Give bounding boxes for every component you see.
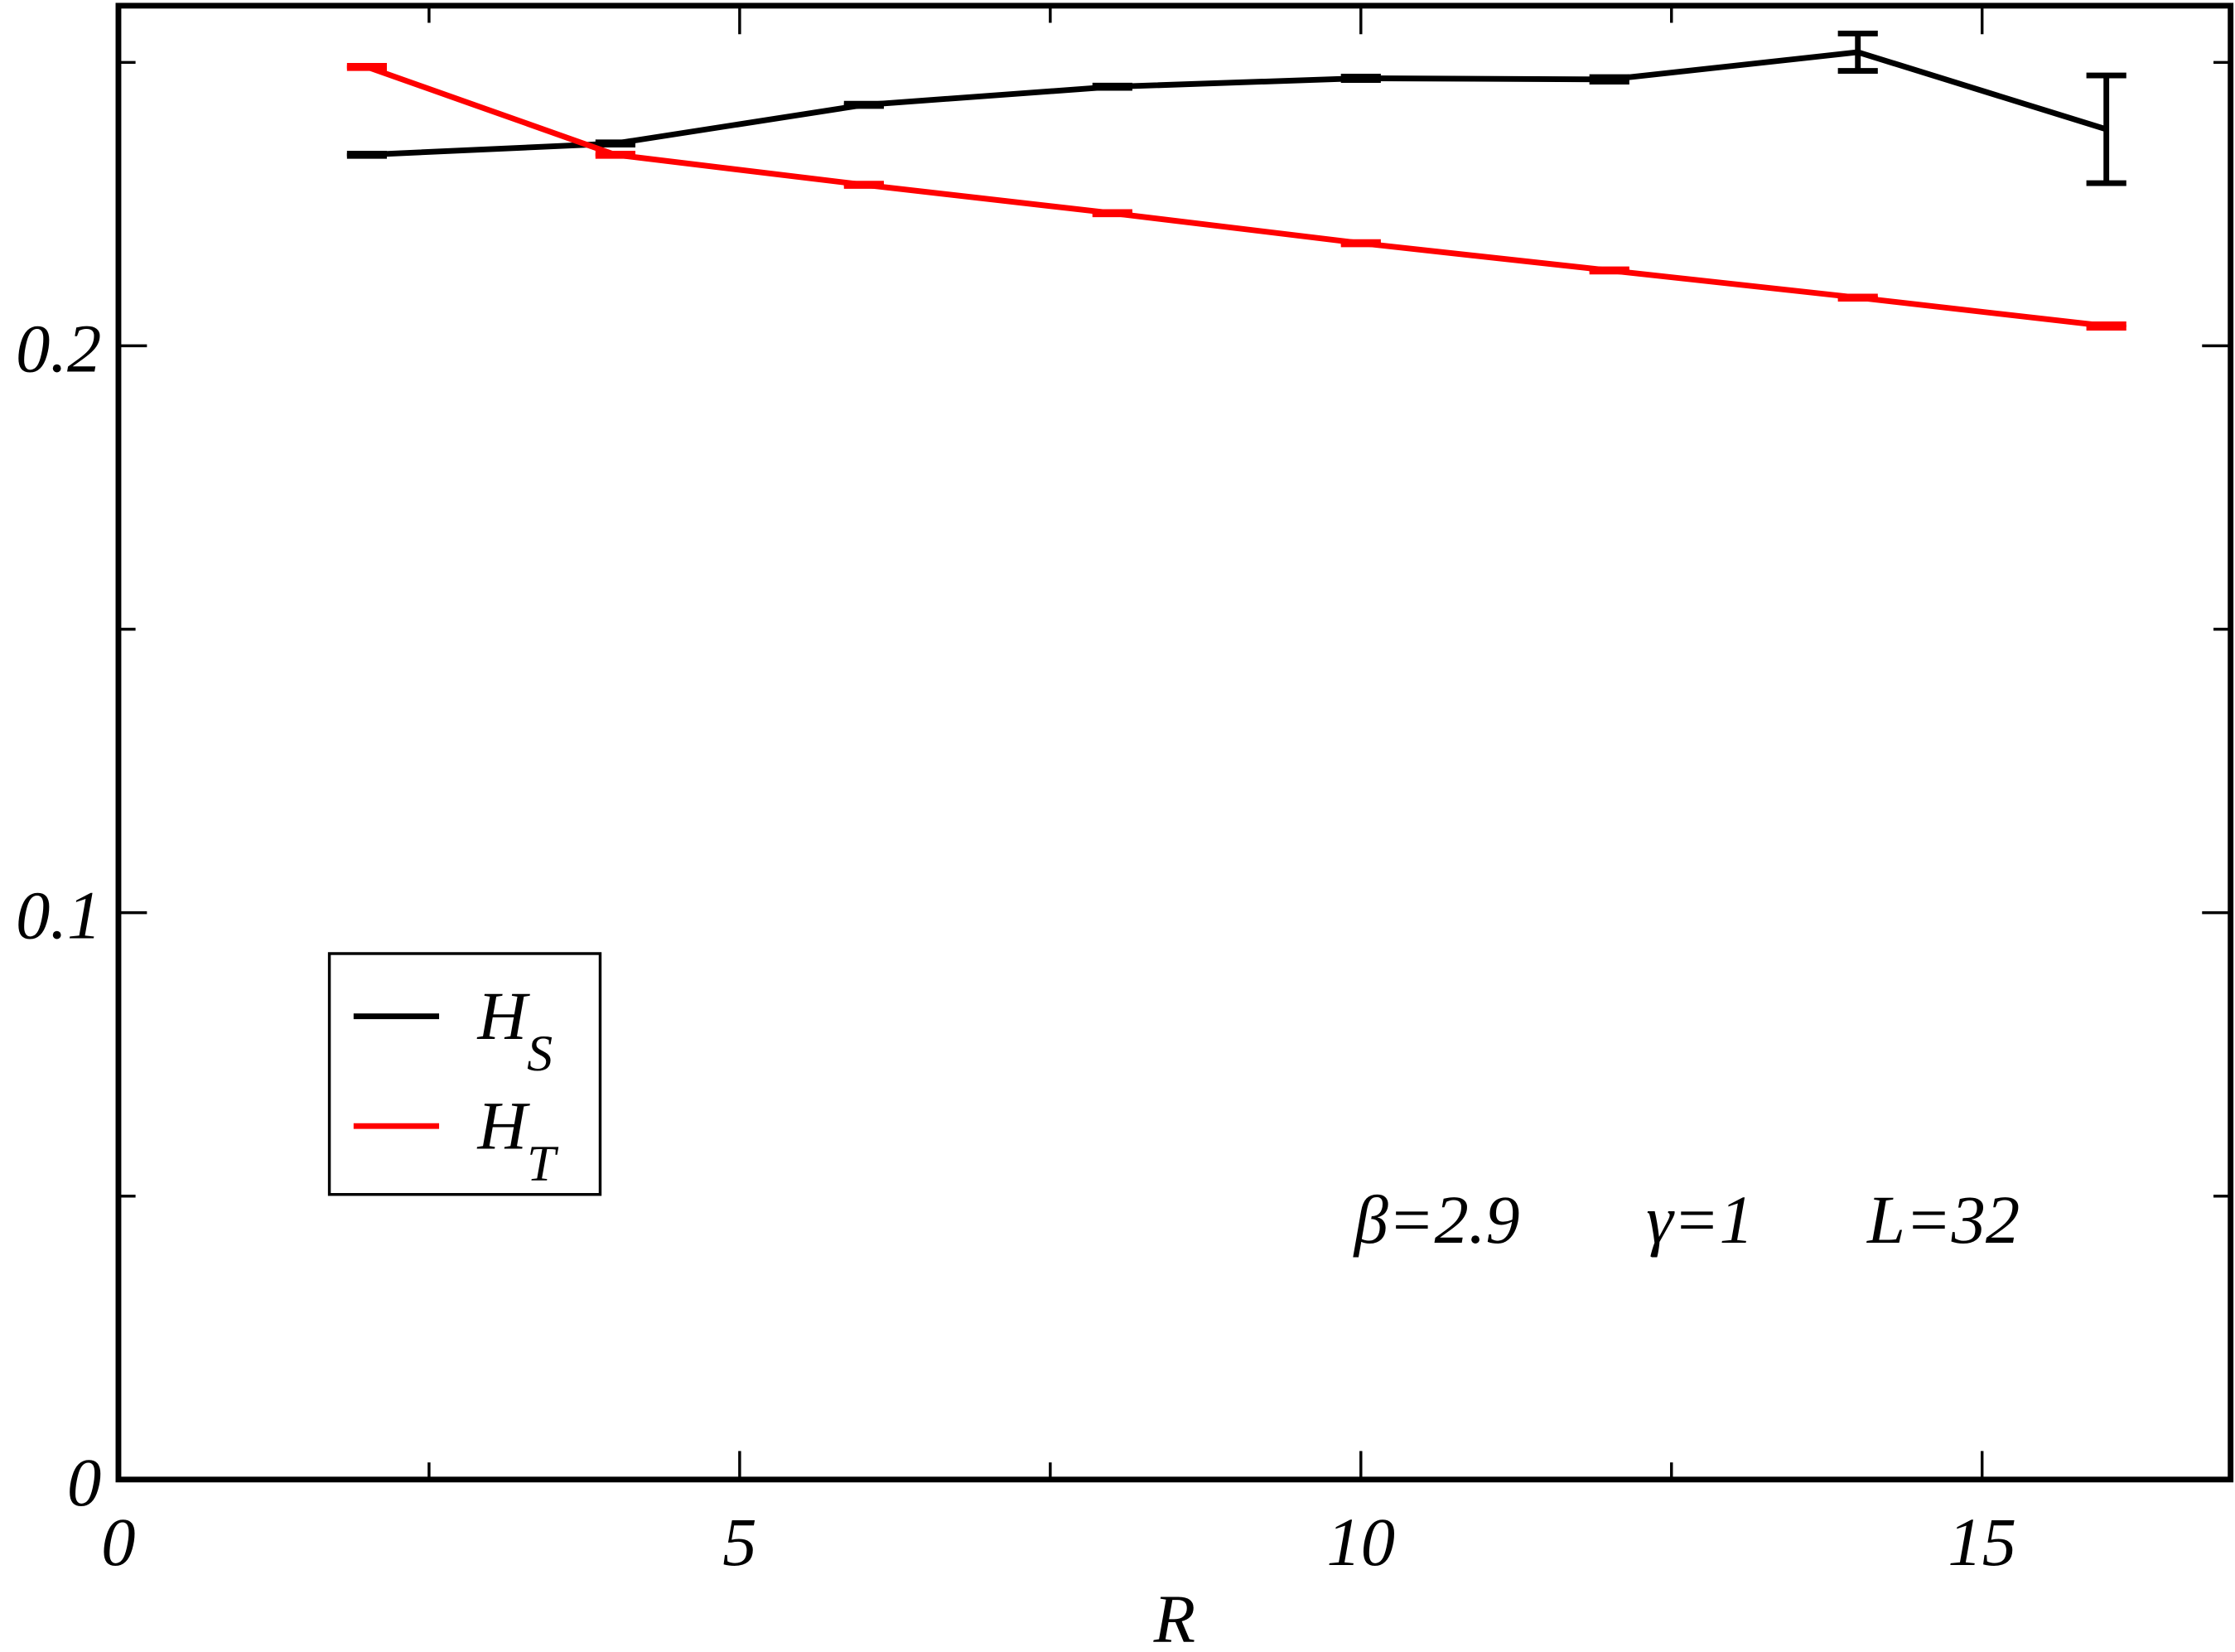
annotation: L=32 [1866,1181,2020,1258]
error-bar [1837,293,1878,302]
x-tick-label: 5 [722,1504,756,1580]
y-tick-label: 0.2 [16,310,101,386]
x-axis-label: R [1153,1581,1195,1652]
error-bar [1837,30,1878,75]
y-tick-label: 0 [67,1444,101,1520]
error-bar [843,181,884,189]
error-bar [346,151,388,159]
legend-box [327,952,602,1196]
x-tick-label: 15 [1948,1504,2016,1580]
legend-label: HS [477,978,553,1082]
error-bar [2086,321,2126,331]
legend-subscript: S [527,1026,553,1082]
error-bar [2086,72,2126,186]
series-line [365,64,2107,329]
annotation: β=2.9 [1353,1181,1520,1258]
error-bar [1589,74,1629,85]
plot-frame [115,2,2234,1483]
legend-subscript: T [527,1136,559,1192]
error-bar [843,100,884,109]
error-bar [595,139,635,147]
error-bar [346,62,388,71]
error-bar [1092,82,1132,91]
error-bar [1092,209,1132,218]
error-bar [1340,239,1381,248]
x-tick-label: 0 [101,1504,135,1580]
error-bar [1340,73,1381,83]
error-bar [595,151,635,159]
error-bar [1589,266,1629,275]
annotation: γ=1 [1646,1181,1754,1258]
legend-name: H [477,978,531,1054]
y-tick-label: 0.1 [16,877,101,954]
series-line [366,49,2107,158]
legend-label: HT [477,1088,560,1192]
x-tick-label: 10 [1327,1504,1396,1580]
legend-name: H [477,1088,531,1164]
